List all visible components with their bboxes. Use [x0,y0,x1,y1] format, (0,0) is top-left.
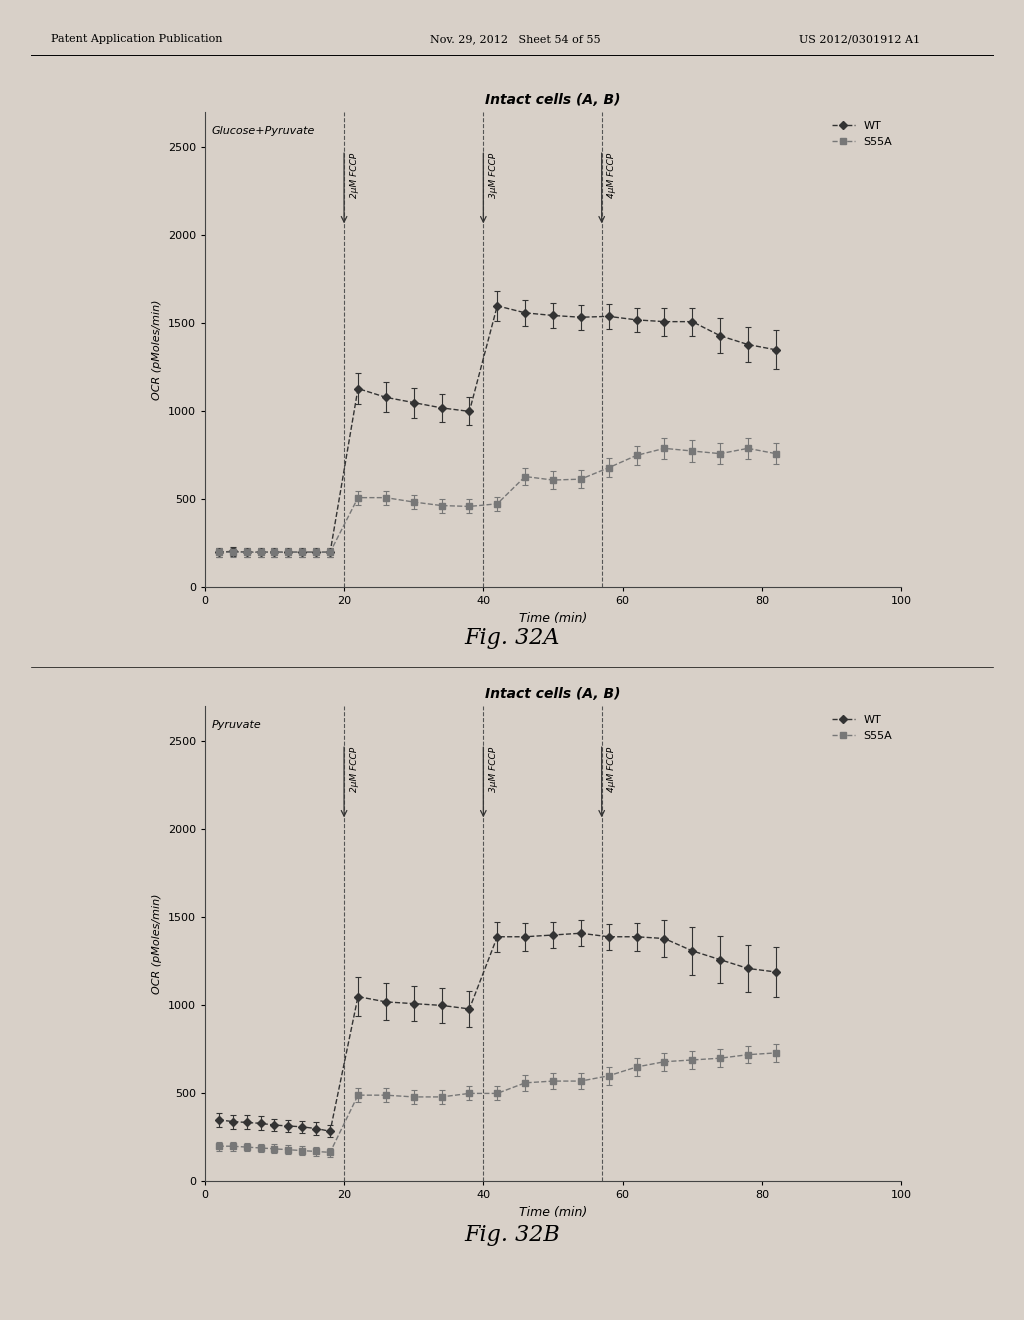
Text: Patent Application Publication: Patent Application Publication [51,34,222,45]
Text: 3μM FCCP: 3μM FCCP [488,746,498,792]
Text: Fig. 32B: Fig. 32B [464,1224,560,1246]
Text: 4μM FCCP: 4μM FCCP [607,152,616,198]
Text: US 2012/0301912 A1: US 2012/0301912 A1 [799,34,920,45]
Text: 3μM FCCP: 3μM FCCP [488,152,498,198]
Text: Nov. 29, 2012   Sheet 54 of 55: Nov. 29, 2012 Sheet 54 of 55 [430,34,601,45]
Text: Pyruvate: Pyruvate [212,721,261,730]
Text: 4μM FCCP: 4μM FCCP [607,746,616,792]
Text: Glucose+Pyruvate: Glucose+Pyruvate [212,127,315,136]
Y-axis label: OCR (pMoles/min): OCR (pMoles/min) [153,300,162,400]
Y-axis label: OCR (pMoles/min): OCR (pMoles/min) [153,894,162,994]
Title: Intact cells (A, B): Intact cells (A, B) [485,92,621,107]
X-axis label: Time (min): Time (min) [519,1206,587,1218]
Text: 2μM FCCP: 2μM FCCP [349,152,358,198]
Text: Fig. 32A: Fig. 32A [464,627,560,649]
Legend: WT, S55A: WT, S55A [829,711,896,744]
X-axis label: Time (min): Time (min) [519,612,587,624]
Title: Intact cells (A, B): Intact cells (A, B) [485,686,621,701]
Legend: WT, S55A: WT, S55A [829,117,896,150]
Text: 2μM FCCP: 2μM FCCP [349,746,358,792]
